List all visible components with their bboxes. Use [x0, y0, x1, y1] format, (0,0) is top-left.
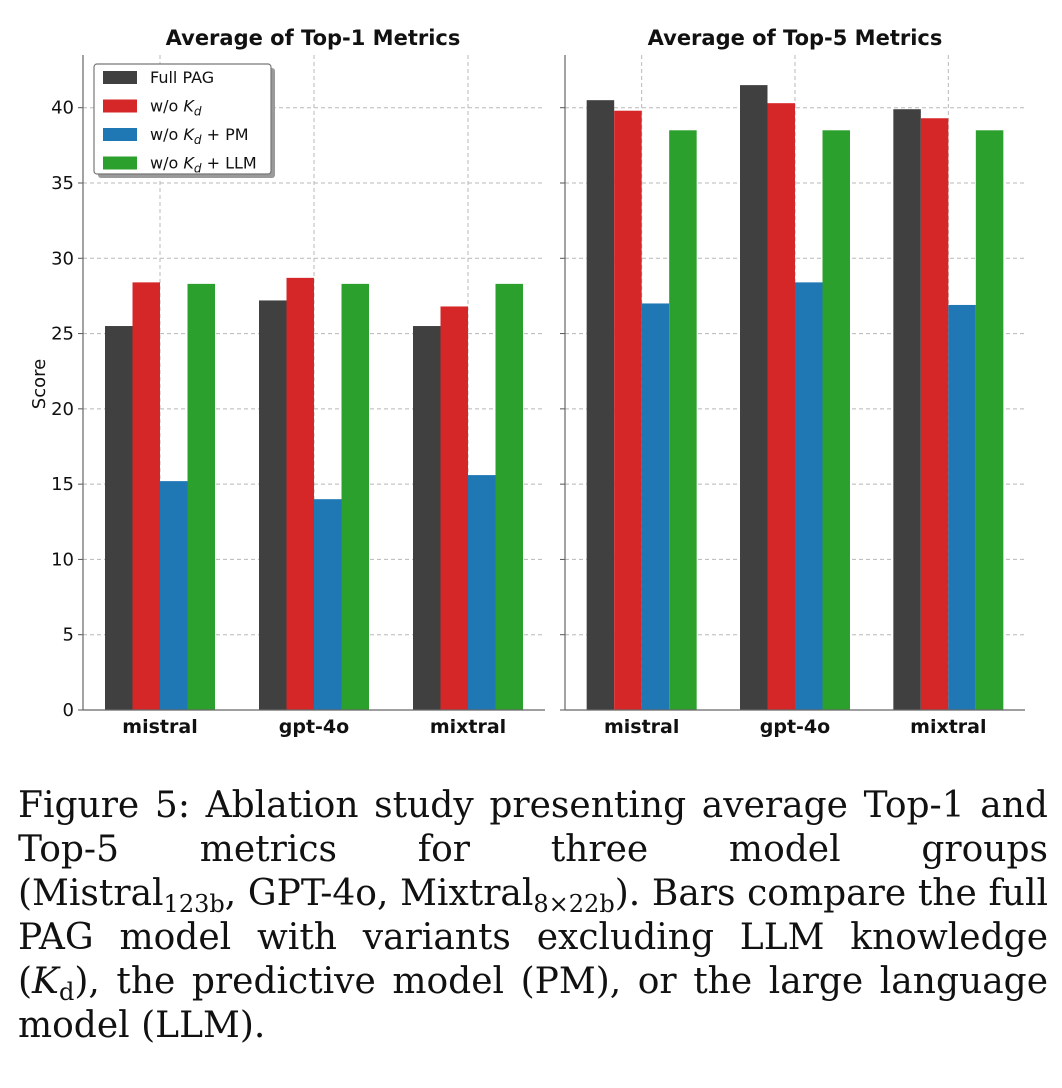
- bar-0-1-2: [440, 306, 468, 710]
- bar-1-3-1: [822, 130, 850, 710]
- bar-0-1-0: [132, 282, 160, 710]
- bar-0-3-2: [495, 283, 523, 710]
- legend-frame: [93, 63, 272, 175]
- caption-text-2: , GPT-4o, Mixtral: [224, 873, 534, 914]
- legend-label: Full PAG: [150, 68, 214, 87]
- caption-text-4: ), the predictive model (PM), or the lar…: [18, 961, 1048, 1046]
- y-tick-label: 25: [51, 324, 74, 345]
- panel-top-5: mistral gpt-4o mixtral Average of Top-5 Me…: [560, 26, 1025, 738]
- bar-1-3-2: [975, 130, 1004, 710]
- y-tick-label: 40: [51, 98, 74, 119]
- bar-0-0-0: [105, 326, 133, 710]
- bar-1-0-0: [586, 100, 615, 710]
- legend: Full PAG w/o Kd w/o Kd + PM w/o Kd + LLM: [93, 63, 275, 178]
- bar-1-2-0: [641, 303, 670, 710]
- legend-swatch: [103, 156, 137, 170]
- x-category-label: mistral: [122, 716, 197, 738]
- panel-top-5-bars: [586, 85, 1004, 711]
- caption-subscript-1: 123b: [163, 890, 225, 918]
- x-category-label: mixtral: [910, 716, 986, 738]
- bar-1-1-2: [920, 118, 949, 710]
- bar-0-1-1: [286, 277, 314, 710]
- x-category-label: mistral: [604, 716, 679, 738]
- bar-1-3-0: [669, 130, 697, 710]
- caption-text-3: ). Bars compare the full PAG model with …: [18, 873, 1048, 1002]
- bar-1-2-2: [948, 304, 976, 710]
- bar-1-0-2: [893, 109, 921, 710]
- legend-label: w/o Kd: [150, 97, 202, 119]
- caption-text-1: Ablation study presenting average Top-1 …: [18, 785, 1048, 914]
- x-category-label: mixtral: [430, 716, 506, 738]
- bar-chart: 0 5 10 15 20 25 30 35 40 mistral gpt-4o mixtral Ave…: [29, 26, 1025, 738]
- bar-0-0-1: [259, 300, 287, 710]
- bar-0-2-1: [314, 499, 342, 710]
- panel-top-5-title: Average of Top-5 Metrics: [648, 26, 943, 50]
- y-tick-label: 0: [63, 700, 74, 721]
- panel-top-5-axes: mistral gpt-4o mixtral: [560, 55, 1025, 738]
- legend-items: Full PAG w/o Kd w/o Kd + PM w/o Kd + LLM: [103, 68, 257, 176]
- bar-0-3-1: [341, 283, 369, 710]
- figure-caption: Figure 5: Ablation study presenting aver…: [18, 784, 1048, 1048]
- bar-0-2-2: [468, 475, 496, 710]
- y-tick-label: 20: [51, 399, 74, 420]
- bar-0-0-2: [413, 326, 441, 710]
- bar-1-0-1: [740, 85, 768, 711]
- legend-swatch: [103, 128, 137, 141]
- y-tick-label: 30: [51, 248, 74, 269]
- bar-0-2-0: [160, 481, 188, 710]
- y-tick-label: 35: [51, 173, 74, 194]
- bar-0-3-0: [187, 283, 215, 710]
- panel-top-1-bars: [105, 277, 523, 710]
- bar-1-2-1: [795, 282, 823, 710]
- caption-label: Figure 5:: [18, 785, 190, 826]
- legend-swatch: [103, 99, 137, 113]
- legend-label: w/o Kd + LLM: [150, 154, 257, 176]
- y-axis-label: Score: [29, 359, 50, 409]
- caption-k-subscript: d: [58, 978, 75, 1006]
- y-tick-label: 10: [51, 549, 74, 570]
- y-tick-label: 15: [51, 474, 74, 495]
- caption-k-symbol: K: [32, 961, 59, 1002]
- x-category-label: gpt-4o: [279, 716, 349, 738]
- legend-swatch: [103, 71, 137, 84]
- x-category-label: gpt-4o: [760, 716, 830, 738]
- bar-1-1-1: [767, 103, 795, 711]
- panel-top-1: 0 5 10 15 20 25 30 35 40 mistral gpt-4o mixtral Ave…: [29, 26, 545, 738]
- legend-label: w/o Kd + PM: [150, 125, 249, 147]
- bar-1-1-0: [614, 110, 642, 710]
- panel-top-1-title: Average of Top-1 Metrics: [166, 26, 461, 50]
- caption-subscript-2: 8×22b: [533, 890, 615, 918]
- panel-top-1-axes: 0 5 10 15 20 25 30 35 40 mistral gpt-4o mixtral: [51, 55, 545, 738]
- y-tick-label: 5: [63, 625, 74, 646]
